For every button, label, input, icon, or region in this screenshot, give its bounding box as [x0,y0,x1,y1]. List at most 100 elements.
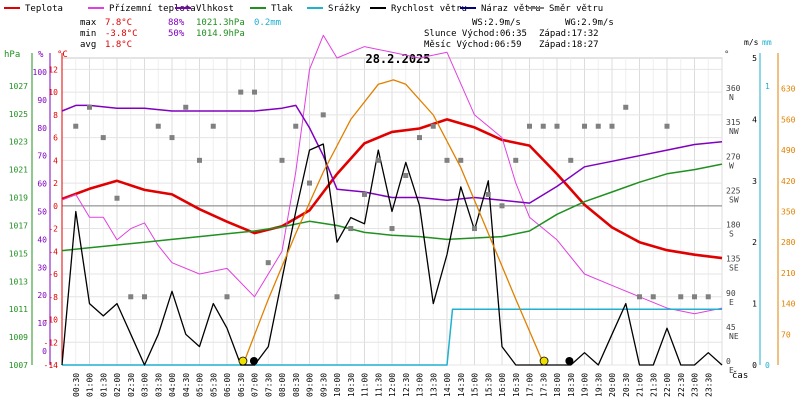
sun-tick-label: 210 [781,269,796,278]
rain-tick-label: 0 [765,361,770,370]
series-teplota-line [61,118,723,260]
wind-direction-point [637,294,642,300]
series-p-zemn-teplota-line [61,34,723,315]
x-tick-label: 08:00 [278,373,287,397]
hpa-tick-label: 1017 [9,221,28,230]
wind-direction-point [279,157,285,163]
wind-direction-point [307,180,312,186]
legend-label: Přízemní teplota [109,4,196,14]
moonrise-marker [249,357,258,365]
rain-tick-label: 1 [765,82,770,91]
hpa-tick-label: 1015 [9,249,28,258]
wind-direction-point [568,157,574,163]
wind-direction-point [169,135,175,141]
hpa-tick-label: 1021 [9,166,28,175]
wind-direction-point [705,294,711,300]
stat-wg: WG:2.9m/s [565,18,614,28]
x-tick-label: 21:30 [649,373,658,397]
stat-rain: 0.2mm [254,18,281,28]
sun-tick-label: 140 [781,300,796,309]
x-tick-label: 21:00 [636,373,645,397]
x-tick-label: 18:30 [567,373,576,397]
wind-direction-point [430,123,436,129]
wind-direction-point [554,123,560,129]
legend-label: Srážky [328,4,361,14]
stat-max-label: max [80,18,97,28]
wind-direction-point [210,123,216,129]
series-tlak-line [61,163,723,252]
wind-direction-point [197,157,202,163]
dir-tick-compass: SW [729,195,739,204]
temp-tick-label: 8 [53,111,58,120]
dir-axis-label: ° [724,50,729,60]
pct-tick-label: 90 [37,96,47,105]
stat-avg-label: avg [80,40,96,50]
x-tick-label: 17:00 [526,373,535,397]
hpa-axis-label: hPa [4,50,20,60]
x-tick-label: 09:30 [319,373,328,397]
sun-tick-label: 280 [781,238,796,247]
stat-max-hum: 88% [168,18,185,28]
x-tick-label: 06:00 [223,373,232,397]
x-tick-label: 15:30 [484,373,493,397]
x-tick-label: 11:00 [361,373,370,397]
wind-direction-point [595,123,601,129]
pct-tick-label: 50 [37,208,47,217]
hpa-tick-label: 1013 [9,277,28,286]
hpa-tick-label: 1009 [9,333,28,342]
dir-tick-label: 360 [726,84,741,93]
temp-tick-label: -12 [44,338,59,347]
temp-tick-label: 6 [53,134,58,143]
stat-min-press: 1014.9hPa [196,29,245,39]
dir-tick-label: 90 [726,289,736,298]
series-sr-ky-line [62,308,722,366]
sun-tick-label: 560 [781,115,796,124]
pct-tick-label: 100 [33,68,48,77]
sun-tick-label: 350 [781,208,796,217]
legend-label: Teplota [25,4,63,14]
wind-direction-point [582,123,587,129]
wind-direction-point [320,112,326,118]
stat-min-hum: 50% [168,29,185,39]
x-tick-label: 07:30 [264,373,273,397]
x-tick-label: 23:00 [691,373,700,397]
x-tick-label: 10:00 [333,373,342,397]
stat-min-temp: -3.8°C [105,29,138,39]
stat-moon-set: Západ:18:27 [539,40,599,50]
x-tick-label: 01:30 [99,373,108,397]
wind-direction-point [265,260,271,266]
x-tick-label: 11:30 [374,373,383,397]
x-tick-label: 12:00 [388,373,397,397]
wind-direction-point [623,104,629,110]
x-tick-label: 06:30 [237,373,246,397]
wind-direction-point [252,89,257,95]
stat-max-press: 1021.3hPa [196,18,245,28]
wind-direction-point [224,294,230,300]
x-tick-label: 02:30 [127,373,136,397]
dir-tick-label: 270 [726,152,741,161]
pct-tick-label: 80 [37,124,47,133]
x-tick-label: 07:00 [251,373,260,397]
hpa-tick-label: 1019 [9,194,28,203]
x-tick-label: 04:30 [182,373,191,397]
x-tick-label: 22:00 [663,373,672,397]
wind-direction-point [142,294,147,300]
dir-tick-label: 135 [726,255,741,264]
x-tick-label: 02:00 [113,373,122,397]
series-rychlost-v-tru-line [61,143,723,366]
temp-tick-label: -2 [48,225,58,234]
dir-tick-compass: SE [729,264,739,273]
x-tick-label: 08:30 [292,373,301,397]
dir-tick-label: 0 [726,357,731,366]
temp-tick-label: 10 [48,88,58,97]
temp-tick-label: -10 [44,316,59,325]
wind-direction-point [100,135,106,141]
dir-tick-compass: W [729,161,734,170]
x-tick-label: 16:00 [498,373,507,397]
legend-label: Rychlost větru [391,4,467,14]
x-tick-label: 23:30 [704,373,713,397]
rain-axis-label: mm [762,38,772,47]
wind-direction-point [403,172,409,178]
wind-direction-point [664,123,670,129]
